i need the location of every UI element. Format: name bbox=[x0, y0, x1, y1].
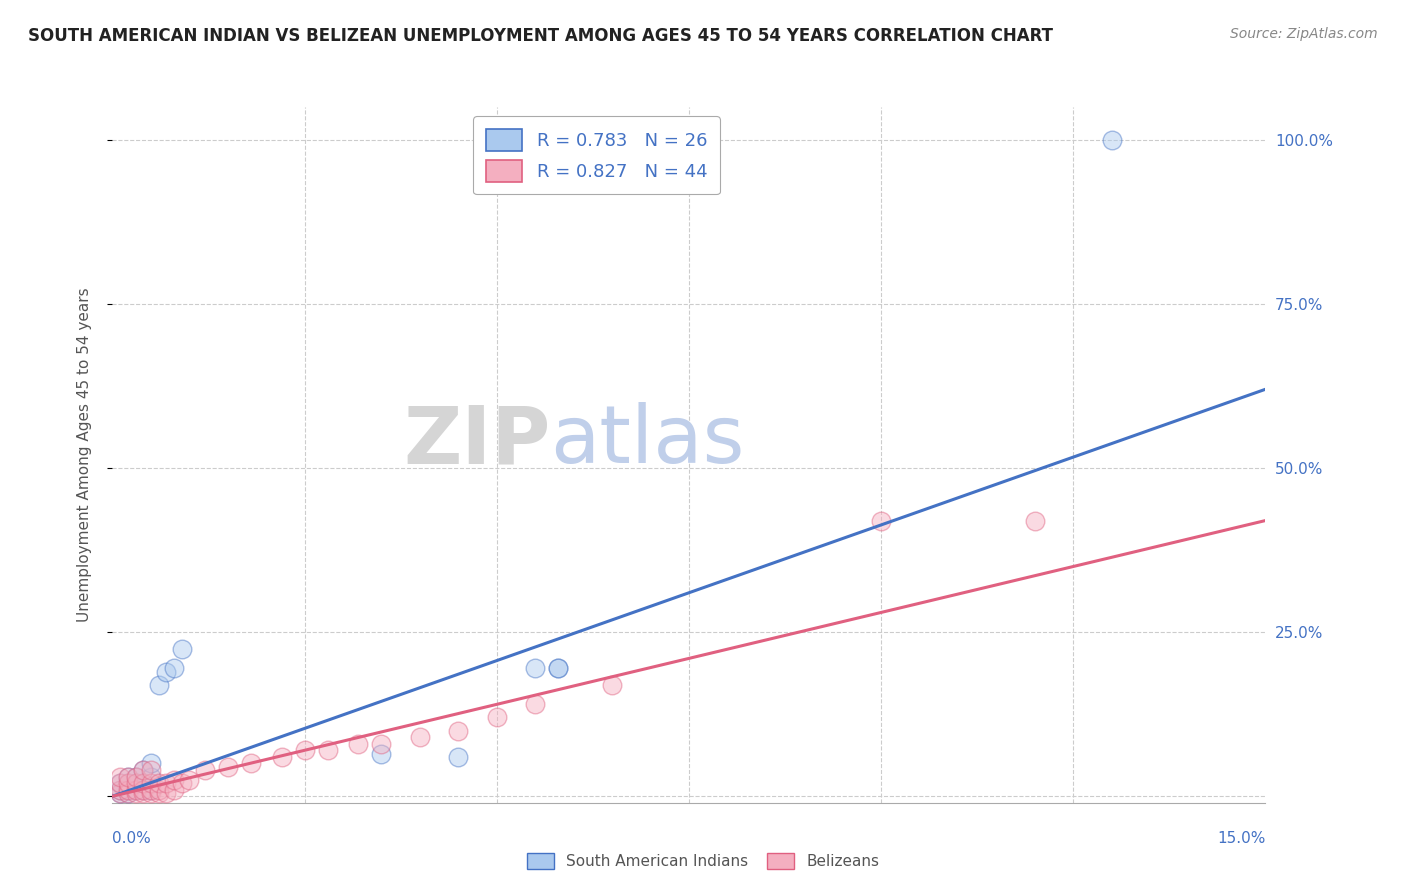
Point bbox=[170, 641, 193, 656]
Point bbox=[108, 776, 131, 790]
Point bbox=[124, 776, 146, 790]
Point bbox=[117, 786, 139, 800]
Point bbox=[124, 786, 146, 800]
Point bbox=[347, 737, 370, 751]
Point bbox=[139, 763, 162, 777]
Point bbox=[117, 776, 139, 790]
Point bbox=[124, 776, 146, 790]
Point bbox=[194, 763, 217, 777]
Point bbox=[117, 770, 139, 784]
Point bbox=[170, 776, 193, 790]
Text: 15.0%: 15.0% bbox=[1218, 830, 1265, 846]
Point bbox=[485, 710, 508, 724]
Point bbox=[132, 782, 155, 797]
Point bbox=[139, 782, 162, 797]
Point bbox=[148, 678, 170, 692]
Point bbox=[108, 776, 131, 790]
Point bbox=[124, 782, 146, 797]
Point bbox=[108, 786, 131, 800]
Point bbox=[139, 756, 162, 771]
Point bbox=[447, 723, 470, 738]
Point bbox=[124, 782, 146, 797]
Point bbox=[870, 514, 893, 528]
Point bbox=[108, 770, 131, 784]
Point bbox=[600, 678, 623, 692]
Point bbox=[124, 770, 146, 784]
Point bbox=[132, 776, 155, 790]
Point bbox=[370, 747, 392, 761]
Point bbox=[1024, 514, 1046, 528]
Text: Source: ZipAtlas.com: Source: ZipAtlas.com bbox=[1230, 27, 1378, 41]
Point bbox=[117, 770, 139, 784]
Point bbox=[124, 770, 146, 784]
Point bbox=[117, 786, 139, 800]
Point bbox=[316, 743, 339, 757]
Point bbox=[409, 730, 432, 744]
Point bbox=[139, 786, 162, 800]
Point bbox=[139, 782, 162, 797]
Point bbox=[524, 661, 547, 675]
Text: SOUTH AMERICAN INDIAN VS BELIZEAN UNEMPLOYMENT AMONG AGES 45 TO 54 YEARS CORRELA: SOUTH AMERICAN INDIAN VS BELIZEAN UNEMPL… bbox=[28, 27, 1053, 45]
Legend: R = 0.783   N = 26, R = 0.827   N = 44: R = 0.783 N = 26, R = 0.827 N = 44 bbox=[474, 116, 720, 194]
Y-axis label: Unemployment Among Ages 45 to 54 years: Unemployment Among Ages 45 to 54 years bbox=[77, 287, 91, 623]
Point bbox=[239, 756, 262, 771]
Point bbox=[547, 661, 569, 675]
Point bbox=[524, 698, 547, 712]
Point bbox=[132, 782, 155, 797]
Point bbox=[447, 749, 470, 764]
Point bbox=[370, 737, 392, 751]
Point bbox=[139, 776, 162, 790]
Point bbox=[132, 786, 155, 800]
Point bbox=[294, 743, 316, 757]
Point bbox=[108, 782, 131, 797]
Point bbox=[1101, 133, 1123, 147]
Point bbox=[217, 760, 239, 774]
Point bbox=[117, 782, 139, 797]
Point bbox=[108, 782, 131, 797]
Point bbox=[132, 763, 155, 777]
Point bbox=[163, 772, 186, 787]
Point bbox=[148, 786, 170, 800]
Point bbox=[163, 661, 186, 675]
Point bbox=[117, 782, 139, 797]
Point bbox=[139, 770, 162, 784]
Point bbox=[155, 665, 177, 679]
Point bbox=[117, 776, 139, 790]
Point bbox=[148, 782, 170, 797]
Point bbox=[148, 776, 170, 790]
Text: ZIP: ZIP bbox=[404, 402, 551, 480]
Point bbox=[155, 786, 177, 800]
Point bbox=[132, 776, 155, 790]
Point bbox=[270, 749, 292, 764]
Point bbox=[155, 776, 177, 790]
Point bbox=[547, 661, 569, 675]
Point bbox=[132, 763, 155, 777]
Point bbox=[108, 786, 131, 800]
Point bbox=[179, 772, 201, 787]
Point bbox=[163, 782, 186, 797]
Legend: South American Indians, Belizeans: South American Indians, Belizeans bbox=[520, 847, 886, 875]
Text: 0.0%: 0.0% bbox=[112, 830, 152, 846]
Text: atlas: atlas bbox=[551, 402, 745, 480]
